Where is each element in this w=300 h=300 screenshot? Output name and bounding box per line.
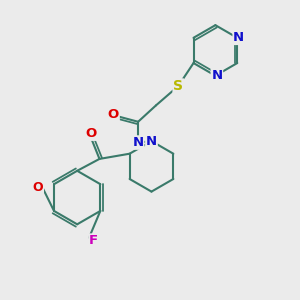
Text: O: O [33,181,43,194]
Text: N: N [211,69,222,82]
Text: S: S [173,79,183,93]
Text: F: F [89,234,98,247]
Text: N: N [146,135,157,148]
Text: N: N [133,136,144,149]
Text: N: N [233,31,244,44]
Text: O: O [108,108,119,121]
Text: O: O [85,127,96,140]
